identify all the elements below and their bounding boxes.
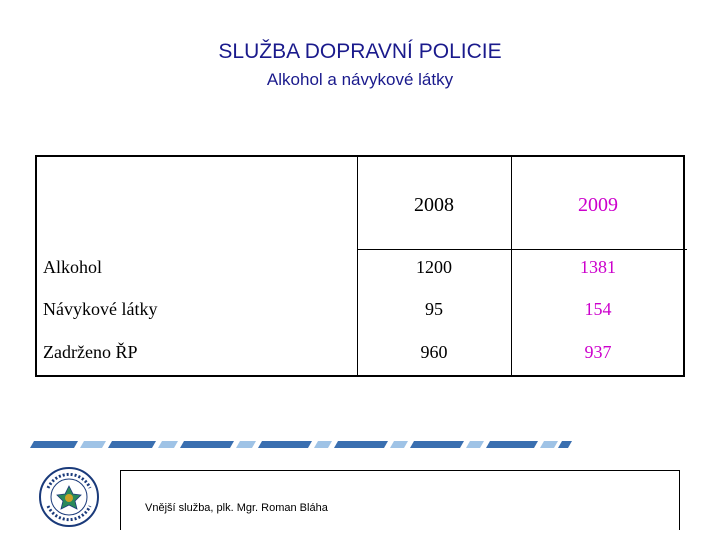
footer-frame [120,470,680,530]
table-divider [511,157,512,375]
cell-zadrzeno-2008: 960 [420,342,448,362]
table-divider [357,157,358,375]
cell-alkohol-2009: 1381 [580,257,616,277]
statistics-table: 2008 2009 Alkohol 1200 1381 Návykové lát… [35,155,687,377]
cell-zadrzeno-2009: 937 [584,342,612,362]
footer-author: Vnější služba, plk. Mgr. Roman Bláha [145,502,328,514]
cell-navykove-2009: 154 [584,299,612,319]
column-header-2009: 2009 [578,194,618,216]
column-header-2008: 2008 [414,194,454,216]
row-label-navykove-latky: Návykové látky [43,299,158,319]
police-badge-icon [39,467,99,527]
row-label-alkohol: Alkohol [43,257,103,277]
cell-navykove-2008: 95 [425,299,443,319]
table-divider [357,249,687,250]
page-subtitle: Alkohol a návykové látky [266,70,454,89]
row-label-zadrzeno-rp: Zadrženo ŘP [43,342,138,362]
decorative-stripe [30,441,572,448]
page-title: SLUŽBA DOPRAVNÍ POLICIE [218,40,502,63]
cell-alkohol-2008: 1200 [416,257,452,277]
